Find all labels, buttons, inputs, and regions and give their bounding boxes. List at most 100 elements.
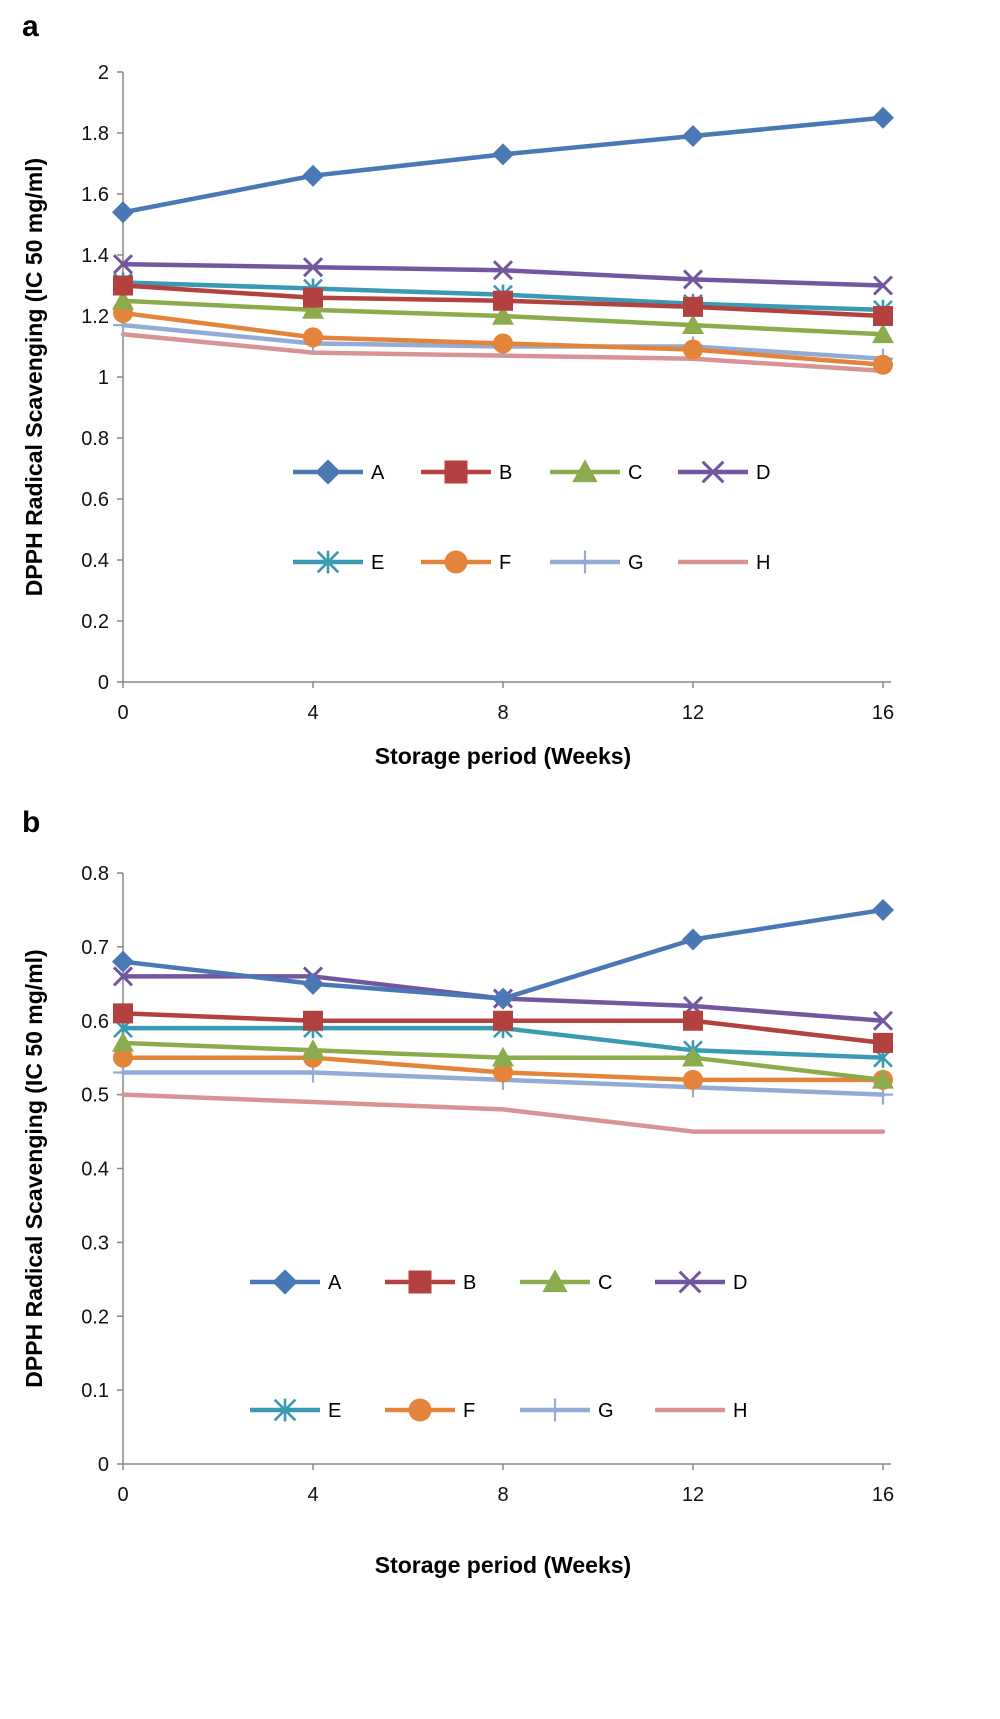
square-marker	[683, 296, 703, 317]
legend-label: D	[756, 462, 770, 484]
triangle-marker	[302, 298, 324, 319]
x-marker	[492, 260, 514, 281]
x-marker	[112, 966, 134, 987]
triangle-marker	[492, 305, 514, 325]
square-marker	[113, 275, 133, 296]
y-tick-label: 1.8	[81, 123, 109, 145]
y-tick-label: 0.3	[81, 1232, 109, 1254]
x-marker	[872, 1010, 894, 1031]
circle-marker	[303, 327, 323, 348]
triangle-marker	[872, 1068, 894, 1089]
diamond-marker	[682, 125, 704, 148]
triangle-marker	[682, 1046, 704, 1067]
y-axis-title: DPPH Radical Scavenging (IC 50 mg/ml)	[21, 158, 47, 596]
y-tick-label: 0	[98, 1454, 109, 1476]
circle-marker	[683, 339, 703, 360]
legend-label: D	[733, 1272, 747, 1294]
legend-label: C	[628, 462, 642, 484]
y-tick-label: 0.2	[81, 611, 109, 633]
diamond-marker	[302, 164, 324, 187]
triangle-marker	[112, 1031, 134, 1052]
circle-marker	[873, 354, 893, 375]
series-line	[120, 1092, 886, 1134]
triangle-marker	[492, 1046, 514, 1067]
x-axis-title: Storage period (Weeks)	[375, 1552, 631, 1578]
circle-marker	[493, 333, 513, 354]
square-marker	[683, 1010, 703, 1031]
legend-item-f: F	[385, 1398, 475, 1422]
legend-item-g: G	[550, 550, 644, 574]
x-tick-label: 4	[307, 1484, 318, 1506]
series-layer	[112, 106, 894, 375]
y-tick-label: 0.2	[81, 1306, 109, 1328]
diamond-marker	[302, 972, 324, 995]
legend-label: G	[628, 552, 644, 574]
asterisk-marker	[273, 1398, 297, 1422]
y-tick-label: 0.4	[81, 550, 109, 572]
legend-label: A	[328, 1272, 342, 1294]
square-marker	[873, 1032, 893, 1053]
legend-item-e: E	[250, 1398, 341, 1422]
square-marker	[873, 306, 893, 326]
legend-item-f: F	[421, 550, 511, 574]
y-tick-label: 1.6	[81, 184, 109, 206]
x-tick-label: 0	[117, 1484, 128, 1506]
triangle-marker	[572, 459, 598, 483]
series-h	[120, 1092, 886, 1134]
y-tick-label: 0.1	[81, 1380, 109, 1402]
diamond-marker	[315, 459, 341, 485]
legend-label: C	[598, 1272, 612, 1294]
legend-item-d: D	[655, 1270, 747, 1294]
legend-item-h: H	[655, 1400, 747, 1422]
panel-label: b	[22, 806, 40, 839]
x-tick-label: 12	[682, 1484, 704, 1506]
legend-item-g: G	[520, 1398, 614, 1422]
square-marker	[408, 1270, 432, 1294]
series-b	[113, 1003, 893, 1053]
plus-marker	[543, 1398, 567, 1422]
y-tick-label: 2	[98, 62, 109, 84]
legend-item-a: A	[250, 1269, 342, 1295]
series-layer	[112, 898, 894, 1134]
legend: A B C D E F G H	[293, 459, 770, 574]
legend-label: F	[463, 1400, 475, 1422]
circle-marker	[444, 550, 468, 574]
series-c	[112, 289, 894, 344]
y-tick-label: 0.7	[81, 937, 109, 959]
diamond-marker	[872, 898, 894, 921]
y-tick-label: 0.8	[81, 863, 109, 885]
x-tick-label: 12	[682, 702, 704, 724]
circle-marker	[493, 1062, 513, 1083]
x-tick-label: 16	[872, 702, 894, 724]
x-marker	[701, 460, 725, 484]
series-line	[120, 907, 886, 1001]
chart-panel-b: b 0 0.1 0.2 0.3 0.4 0.5 0.6 0.7 0.8 0 4 8 12 16 Storage…	[21, 806, 894, 1578]
legend-label: G	[598, 1400, 614, 1422]
asterisk-marker	[316, 550, 340, 574]
x-marker	[112, 254, 134, 275]
square-marker	[303, 287, 323, 308]
y-tick-label: 1.4	[81, 245, 109, 267]
legend-item-b: B	[421, 460, 512, 484]
x-marker	[682, 269, 704, 290]
diamond-marker	[492, 143, 514, 166]
chart-panel-a: a 0 0.2 0.4 0.6 0.8 1 1.2 1.4 1.6 1.8 2 0 4 8 12 16 Stora…	[21, 10, 894, 769]
square-marker	[444, 460, 468, 484]
x-marker	[302, 257, 324, 278]
y-tick-label: 1	[98, 367, 109, 389]
triangle-marker	[112, 289, 134, 310]
series-d	[112, 254, 894, 296]
legend-label: B	[499, 462, 512, 484]
x-tick-label: 0	[117, 702, 128, 724]
circle-marker	[113, 1047, 133, 1068]
x-marker	[678, 1270, 702, 1294]
y-tick-label: 0.6	[81, 489, 109, 511]
series-a	[112, 898, 894, 1010]
triangle-marker	[682, 314, 704, 334]
y-tick-label: 1.2	[81, 306, 109, 328]
x-tick-label: 8	[497, 702, 508, 724]
legend-label: B	[463, 1272, 476, 1294]
circle-marker	[683, 1069, 703, 1090]
series-c	[112, 1031, 894, 1089]
